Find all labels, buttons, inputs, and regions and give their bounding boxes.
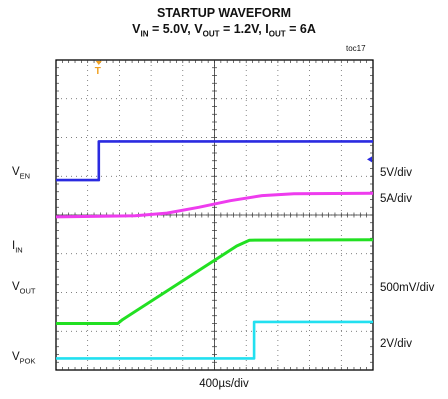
chart-title: STARTUP WAVEFORM [156,6,292,20]
channel-scale-pok: 2V/div [380,337,412,350]
channel-label-en: VEN [12,166,31,181]
subtitle-vout: VOUT = 1.2V, [194,22,266,39]
trace-out [56,238,374,325]
subtitle-vin: VIN = 5.0V, [132,22,195,39]
trigger-marker: T [95,66,101,77]
trace-en [56,140,373,182]
channel-label-in: IIN [12,239,23,255]
channel-level-marker [367,156,372,163]
trigger-arrow [95,61,102,65]
channel-scale-in: 5A/div [380,192,412,205]
x-axis-label: 400µs/div [199,378,249,390]
channel-scale-en: 5V/div [380,167,412,180]
channel-scale-out: 500mV/div [380,281,435,294]
channel-label-out: VOUT [12,280,36,295]
trace-pok [56,320,373,360]
subtitle-iout: IOUT = 6A [265,22,316,39]
channel-label-pok: VPOK [12,351,36,366]
figure-id: toc17 [346,44,366,53]
trace-in [55,191,374,219]
chart-subtitle: VIN = 5.0V, VOUT = 1.2V, IOUT = 6A [0,22,448,39]
